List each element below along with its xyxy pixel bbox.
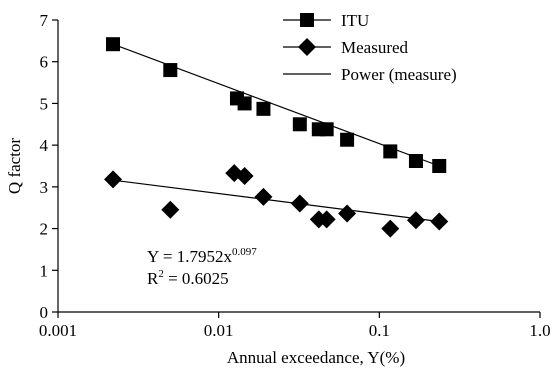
x-axis-label: Annual exceedance, Y(%)	[227, 348, 405, 367]
itu-point	[237, 96, 252, 111]
y-tick-label: 3	[40, 178, 49, 197]
measured-point	[104, 170, 123, 189]
itu-point	[408, 153, 423, 168]
y-tick-label: 1	[40, 261, 49, 280]
legend-measured-marker	[298, 38, 316, 56]
y-axis-label: Q factor	[5, 138, 24, 195]
measured-point	[406, 211, 425, 230]
y-tick-label: 2	[40, 220, 49, 239]
itu-point	[256, 101, 271, 116]
itu-point	[432, 159, 447, 173]
legend-itu-marker	[300, 13, 314, 27]
plot-area	[57, 20, 540, 313]
measured-point	[235, 167, 254, 186]
itu-point	[163, 63, 178, 78]
measured-point	[381, 219, 400, 238]
itu-point	[383, 144, 398, 159]
x-tick-label: 0.01	[204, 321, 234, 340]
x-tick-label: 1.0	[529, 321, 550, 340]
itu-point	[319, 122, 334, 137]
x-axis-ticks: 0.001 0.01 0.1 1.0	[39, 312, 551, 340]
measured-point	[290, 194, 309, 213]
measured-point	[317, 210, 336, 229]
itu-point	[292, 117, 307, 132]
x-tick-label: 0.001	[39, 321, 77, 340]
r-squared-annotation: R2 = 0.6025	[147, 268, 229, 288]
y-tick-label: 6	[40, 53, 49, 72]
measured-point	[254, 187, 273, 206]
measured-point	[430, 212, 449, 231]
legend: ITU Measured Power (measure)	[283, 11, 457, 84]
measured-point	[338, 204, 357, 223]
legend-power-label: Power (measure)	[341, 65, 457, 84]
equation-annotation: Y = 1.7952x0.097	[147, 246, 257, 266]
data-marks	[104, 37, 449, 238]
legend-measured-label: Measured	[341, 38, 409, 57]
y-tick-label: 5	[40, 94, 49, 113]
legend-itu-label: ITU	[341, 11, 369, 30]
itu-point	[340, 132, 355, 147]
measured-point	[161, 200, 180, 219]
y-axis-ticks: 0 1 2 3 4 5 6 7	[40, 11, 58, 322]
y-tick-label: 0	[40, 303, 49, 322]
trendline-measured	[112, 179, 440, 223]
x-tick-label: 0.1	[369, 321, 390, 340]
y-tick-label: 4	[40, 136, 49, 155]
itu-point	[106, 37, 121, 52]
y-tick-label: 7	[40, 11, 49, 30]
